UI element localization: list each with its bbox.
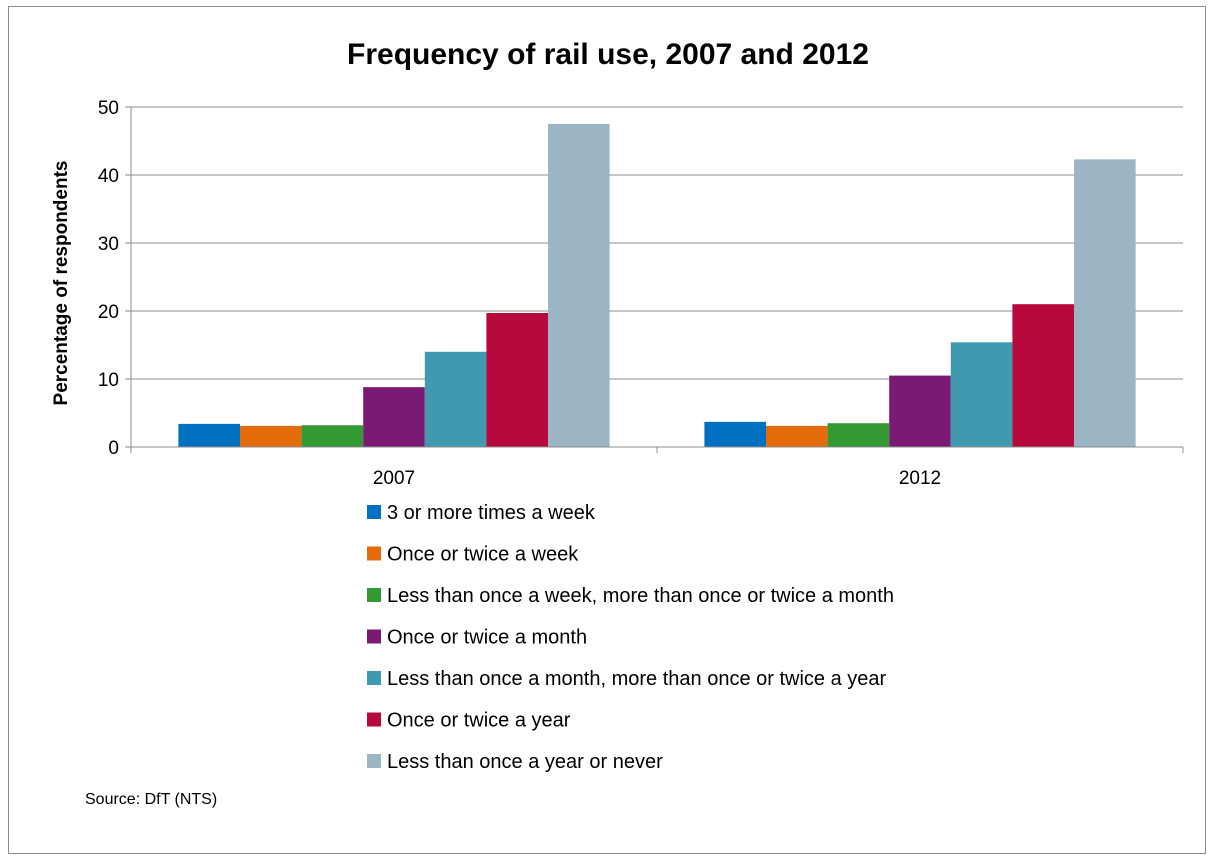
legend-swatch — [367, 546, 381, 561]
y-tick-label: 0 — [108, 438, 119, 459]
bar — [889, 375, 951, 447]
y-axis-label: Percentage of respondents — [51, 161, 72, 406]
bar — [548, 124, 610, 447]
axes: 0 10 20 30 40 50 2007 2012 — [98, 98, 1184, 489]
legend-entry: Once or twice a week — [387, 544, 579, 566]
bar — [1074, 159, 1136, 448]
legend-entry: Once or twice a year — [387, 710, 571, 732]
legend-entry: Less than once a week, more than once or… — [387, 585, 894, 607]
legend-swatch — [367, 671, 381, 685]
y-tick-label: 30 — [98, 234, 119, 255]
y-tick-label: 40 — [98, 166, 119, 187]
bar — [178, 423, 240, 447]
x-tick-label: 2007 — [373, 468, 415, 489]
bar — [704, 421, 766, 447]
legend-swatch — [367, 629, 381, 644]
bar — [240, 425, 302, 447]
source-note: Source: DfT (NTS) — [85, 791, 217, 808]
chart-title: Frequency of rail use, 2007 and 2012 — [347, 38, 869, 71]
bar — [424, 351, 487, 447]
bar — [827, 423, 890, 447]
legend-entry: Less than once a year or never — [387, 751, 663, 773]
bar — [1012, 304, 1074, 447]
legend: 3 or more times a week Once or twice a we… — [367, 502, 894, 773]
legend-entry: Less than once a month, more than once o… — [387, 668, 887, 690]
legend-entry: Once or twice a month — [387, 627, 587, 649]
x-tick-label: 2012 — [899, 468, 941, 489]
legend-swatch — [367, 754, 381, 768]
bar — [363, 387, 425, 447]
legend-entry: 3 or more times a week — [387, 502, 596, 524]
bar — [766, 425, 828, 447]
bars — [178, 124, 1136, 448]
bar — [486, 313, 548, 447]
bar — [301, 425, 364, 447]
legend-swatch — [367, 505, 381, 519]
y-tick-label: 50 — [98, 98, 119, 119]
legend-swatch — [367, 588, 381, 602]
chart-frame: Frequency of rail use, 2007 and 2012 Per… — [8, 6, 1206, 854]
legend-swatch — [367, 712, 381, 727]
bar — [950, 342, 1013, 447]
y-tick-label: 20 — [98, 302, 119, 323]
chart-svg: Frequency of rail use, 2007 and 2012 Per… — [51, 38, 1184, 808]
y-tick-label: 10 — [98, 370, 119, 391]
